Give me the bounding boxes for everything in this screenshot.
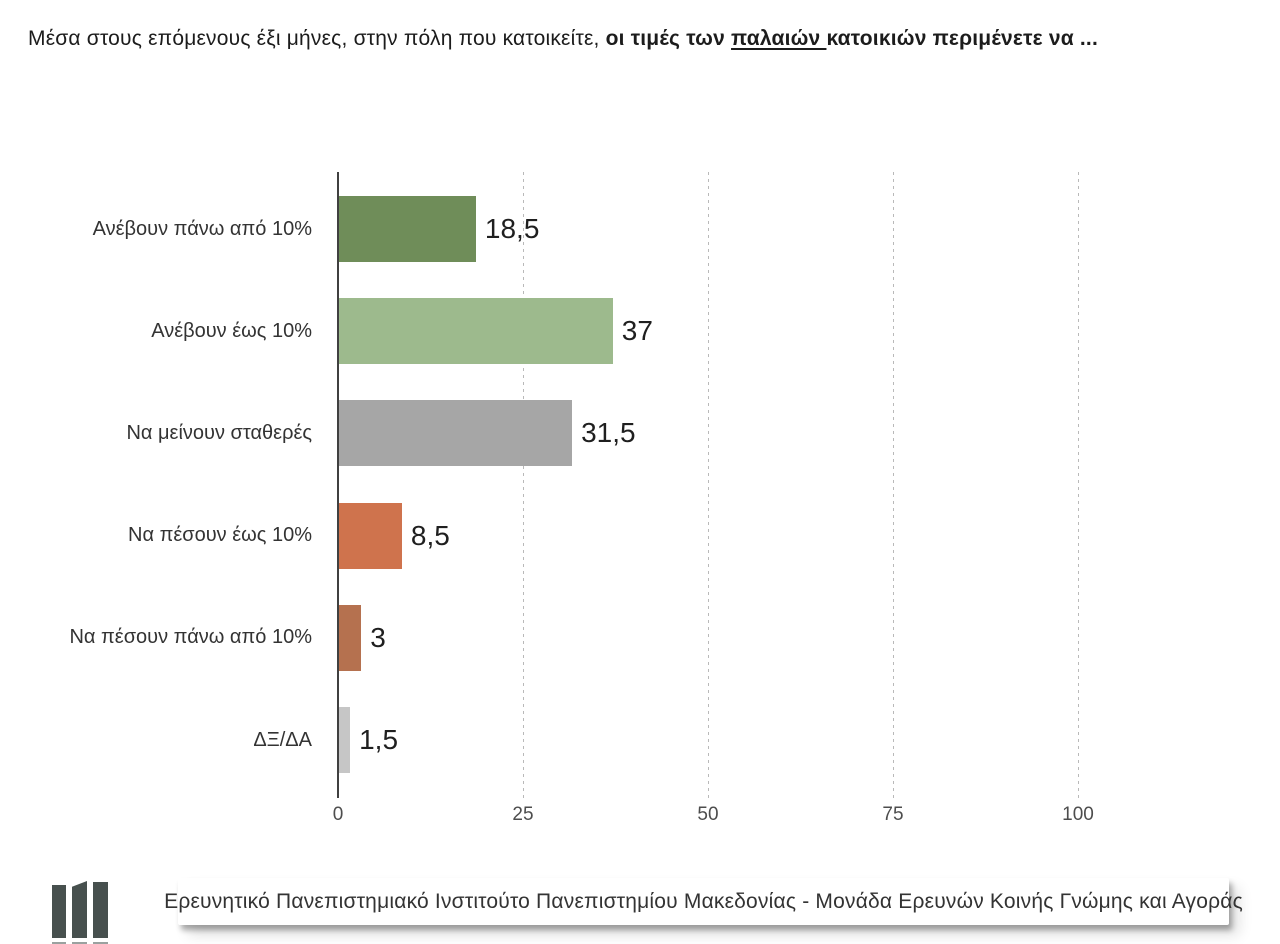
category-label: Ανέβουν έως 10%	[151, 319, 312, 342]
grid-line	[893, 172, 894, 798]
grid-line	[523, 172, 524, 798]
title-bold-text: οι τιμές των	[605, 27, 732, 50]
logo-bar-icon	[93, 882, 108, 938]
category-label: Να μείνουν σταθερές	[126, 421, 312, 444]
category-label: Να πέσουν πάνω από 10%	[69, 626, 312, 649]
grid-line	[708, 172, 709, 798]
x-tick-label: 75	[882, 804, 904, 825]
bar	[339, 196, 476, 262]
footer-text: Ερευνητικό Πανεπιστημιακό Ινστιτούτο Παν…	[164, 889, 1243, 913]
logo-bar-icon	[72, 881, 87, 938]
title-bold-tail: κατοικιών περιμένετε να ...	[826, 27, 1098, 50]
title-regular-text: Μέσα στους επόμενους έξι μήνες, στην πόλ…	[28, 27, 606, 50]
x-tick-label: 25	[512, 804, 534, 825]
logo-bar-icon	[72, 942, 87, 944]
value-label: 1,5	[359, 724, 399, 755]
x-tick-label: 50	[697, 804, 719, 825]
chart-title: Μέσα στους επόμενους έξι μήνες, στην πόλ…	[28, 26, 1258, 52]
university-pillars-logo	[52, 881, 110, 944]
value-label: 3	[370, 621, 386, 653]
x-tick-label: 100	[1062, 804, 1094, 825]
logo-bar-icon	[93, 942, 108, 944]
bar	[339, 502, 402, 569]
value-label: 37	[621, 315, 653, 347]
y-axis-line	[337, 172, 339, 795]
footer-banner: Ερευνητικό Πανεπιστημιακό Ινστιτούτο Παν…	[164, 878, 1243, 925]
title-underlined-word: παλαιών	[731, 27, 827, 50]
value-label: 18,5	[484, 213, 540, 244]
bar	[339, 400, 573, 467]
category-label: ΔΞ/ΔΑ	[253, 728, 312, 751]
bar	[339, 604, 362, 671]
bar	[339, 707, 351, 773]
x-tick-label: 0	[332, 804, 344, 825]
value-label: 8,5	[410, 519, 450, 551]
x-axis-zero-tick	[337, 790, 339, 798]
category-label: Να πέσουν έως 10%	[128, 524, 312, 547]
grid-line	[1078, 172, 1079, 798]
logo-bar-icon	[52, 942, 66, 944]
category-label: Ανέβουν πάνω από 10%	[92, 217, 312, 240]
plot-area: 0 25 50 75 100 Ανέβουν πάνω από 10% 18,5 Ανέβου…	[69, 172, 1094, 825]
bar	[339, 298, 613, 365]
value-label: 31,5	[581, 417, 636, 449]
logo-bar-icon	[52, 885, 66, 938]
